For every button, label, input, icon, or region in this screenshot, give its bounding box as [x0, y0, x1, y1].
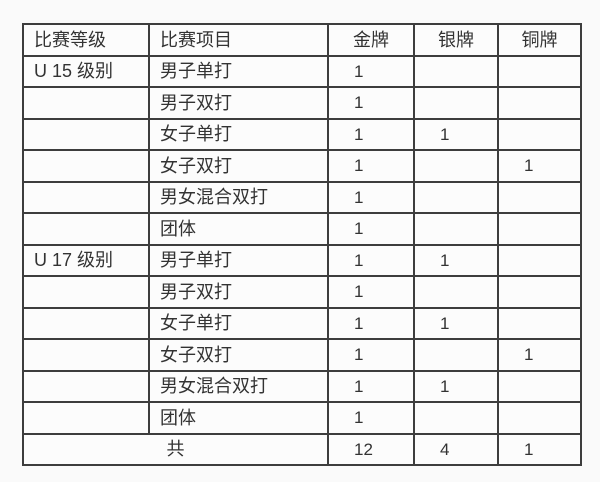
column-header-level: 比赛等级 — [22, 23, 150, 57]
silver-cell — [413, 212, 499, 246]
gold-cell: 1 — [327, 243, 415, 277]
table-row: 男子双打 1 — [22, 86, 582, 120]
silver-cell — [413, 180, 499, 214]
gold-cell: 1 — [327, 117, 415, 151]
event-cell: 团体 — [148, 212, 329, 246]
bronze-cell — [497, 180, 582, 214]
silver-cell — [413, 54, 499, 88]
silver-cell — [413, 149, 499, 183]
column-header-bronze: 铜牌 — [497, 23, 582, 57]
table-row: U 17 级别 男子单打 1 1 — [22, 243, 582, 277]
event-cell: 女子单打 — [148, 306, 329, 340]
gold-cell: 1 — [327, 54, 415, 88]
level-cell — [22, 212, 150, 246]
table-row: 女子单打 1 1 — [22, 306, 582, 340]
level-cell — [22, 117, 150, 151]
table-row: 团体 1 — [22, 401, 582, 435]
table-row: 女子双打 1 1 — [22, 149, 582, 183]
event-cell: 男子单打 — [148, 243, 329, 277]
level-cell — [22, 86, 150, 120]
gold-cell: 1 — [327, 180, 415, 214]
level-cell — [22, 401, 150, 435]
bronze-cell — [497, 243, 582, 277]
event-cell: 男子双打 — [148, 86, 329, 120]
gold-cell: 1 — [327, 338, 415, 372]
table-row: 男子双打 1 — [22, 275, 582, 309]
column-header-event: 比赛项目 — [148, 23, 329, 57]
table-row: 团体 1 — [22, 212, 582, 246]
silver-cell: 1 — [413, 243, 499, 277]
silver-cell: 1 — [413, 369, 499, 403]
total-bronze-cell: 1 — [497, 432, 582, 466]
total-gold-cell: 12 — [327, 432, 415, 466]
event-cell: 男子单打 — [148, 54, 329, 88]
gold-cell: 1 — [327, 306, 415, 340]
bronze-cell — [497, 369, 582, 403]
event-cell: 女子双打 — [148, 338, 329, 372]
level-cell — [22, 180, 150, 214]
event-cell: 男子双打 — [148, 275, 329, 309]
table-row: 男女混合双打 1 1 — [22, 369, 582, 403]
total-silver-cell: 4 — [413, 432, 499, 466]
silver-cell — [413, 275, 499, 309]
header-row: 比赛等级 比赛项目 金牌 银牌 铜牌 — [22, 23, 582, 57]
total-row: 共 12 4 1 — [22, 432, 582, 466]
gold-cell: 1 — [327, 86, 415, 120]
level-cell — [22, 149, 150, 183]
column-header-gold: 金牌 — [327, 23, 415, 57]
gold-cell: 1 — [327, 401, 415, 435]
event-cell: 男女混合双打 — [148, 180, 329, 214]
level-cell: U 15 级别 — [22, 54, 150, 88]
table-row: 女子双打 1 1 — [22, 338, 582, 372]
level-cell — [22, 369, 150, 403]
table-row: 男女混合双打 1 — [22, 180, 582, 214]
gold-cell: 1 — [327, 275, 415, 309]
level-cell: U 17 级别 — [22, 243, 150, 277]
bronze-cell — [497, 275, 582, 309]
silver-cell — [413, 401, 499, 435]
gold-cell: 1 — [327, 149, 415, 183]
bronze-cell — [497, 212, 582, 246]
total-label-cell: 共 — [22, 432, 329, 466]
silver-cell: 1 — [413, 306, 499, 340]
bronze-cell: 1 — [497, 149, 582, 183]
column-header-silver: 银牌 — [413, 23, 499, 57]
event-cell: 团体 — [148, 401, 329, 435]
table-row: U 15 级别 男子单打 1 — [22, 54, 582, 88]
table-body: U 15 级别 男子单打 1 男子双打 1 女子单打 1 1 女子双打 1 1 男女混合双打 1 团体 1 U… — [22, 54, 582, 435]
event-cell: 女子单打 — [148, 117, 329, 151]
gold-cell: 1 — [327, 369, 415, 403]
silver-cell — [413, 86, 499, 120]
bronze-cell — [497, 117, 582, 151]
table-row: 女子单打 1 1 — [22, 117, 582, 151]
bronze-cell: 1 — [497, 338, 582, 372]
level-cell — [22, 275, 150, 309]
silver-cell — [413, 338, 499, 372]
bronze-cell — [497, 306, 582, 340]
event-cell: 女子双打 — [148, 149, 329, 183]
event-cell: 男女混合双打 — [148, 369, 329, 403]
bronze-cell — [497, 54, 582, 88]
gold-cell: 1 — [327, 212, 415, 246]
level-cell — [22, 306, 150, 340]
silver-cell: 1 — [413, 117, 499, 151]
level-cell — [22, 338, 150, 372]
bronze-cell — [497, 401, 582, 435]
medal-table: 比赛等级 比赛项目 金牌 银牌 铜牌 U 15 级别 男子单打 1 男子双打 1 女子单打… — [22, 23, 582, 466]
bronze-cell — [497, 86, 582, 120]
